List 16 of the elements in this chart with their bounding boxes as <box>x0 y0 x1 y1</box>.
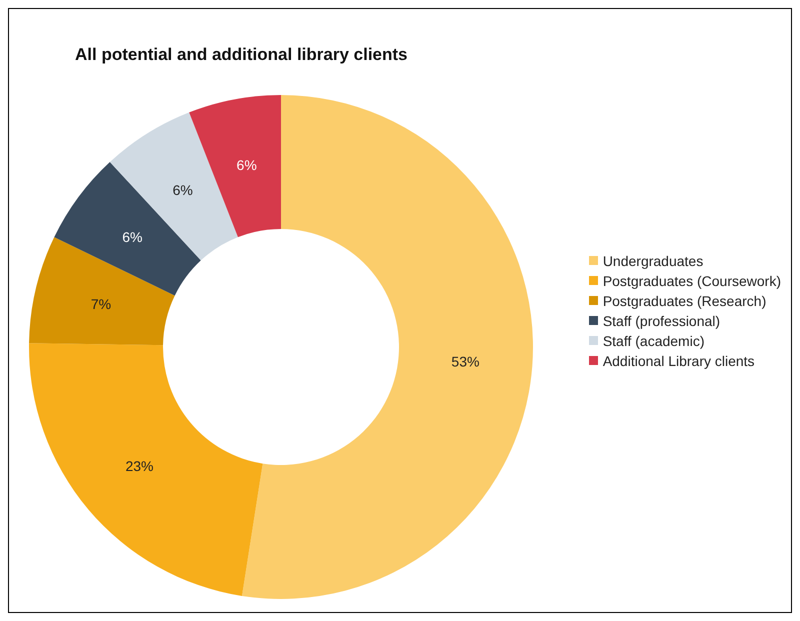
legend-label: Postgraduates (Coursework) <box>602 272 781 290</box>
data-label: 6% <box>172 182 193 198</box>
legend-label: Undergraduates <box>602 252 704 270</box>
data-label: 7% <box>90 296 112 312</box>
data-label: 53% <box>451 353 480 370</box>
legend-label: Postgraduates (Research) <box>602 292 766 310</box>
data-label: 23% <box>125 458 154 474</box>
legend-label: Staff (professional) <box>602 312 720 330</box>
legend-label: Staff (academic) <box>602 332 704 350</box>
donut-slice <box>54 162 201 296</box>
data-label: 6% <box>122 228 142 245</box>
legend-label: Additional Library clients <box>602 352 755 370</box>
donut-slice <box>29 343 263 596</box>
chart-title: All potential and additional library clients <box>75 45 408 65</box>
donut-slice <box>110 112 238 260</box>
data-label: 6% <box>236 157 257 174</box>
